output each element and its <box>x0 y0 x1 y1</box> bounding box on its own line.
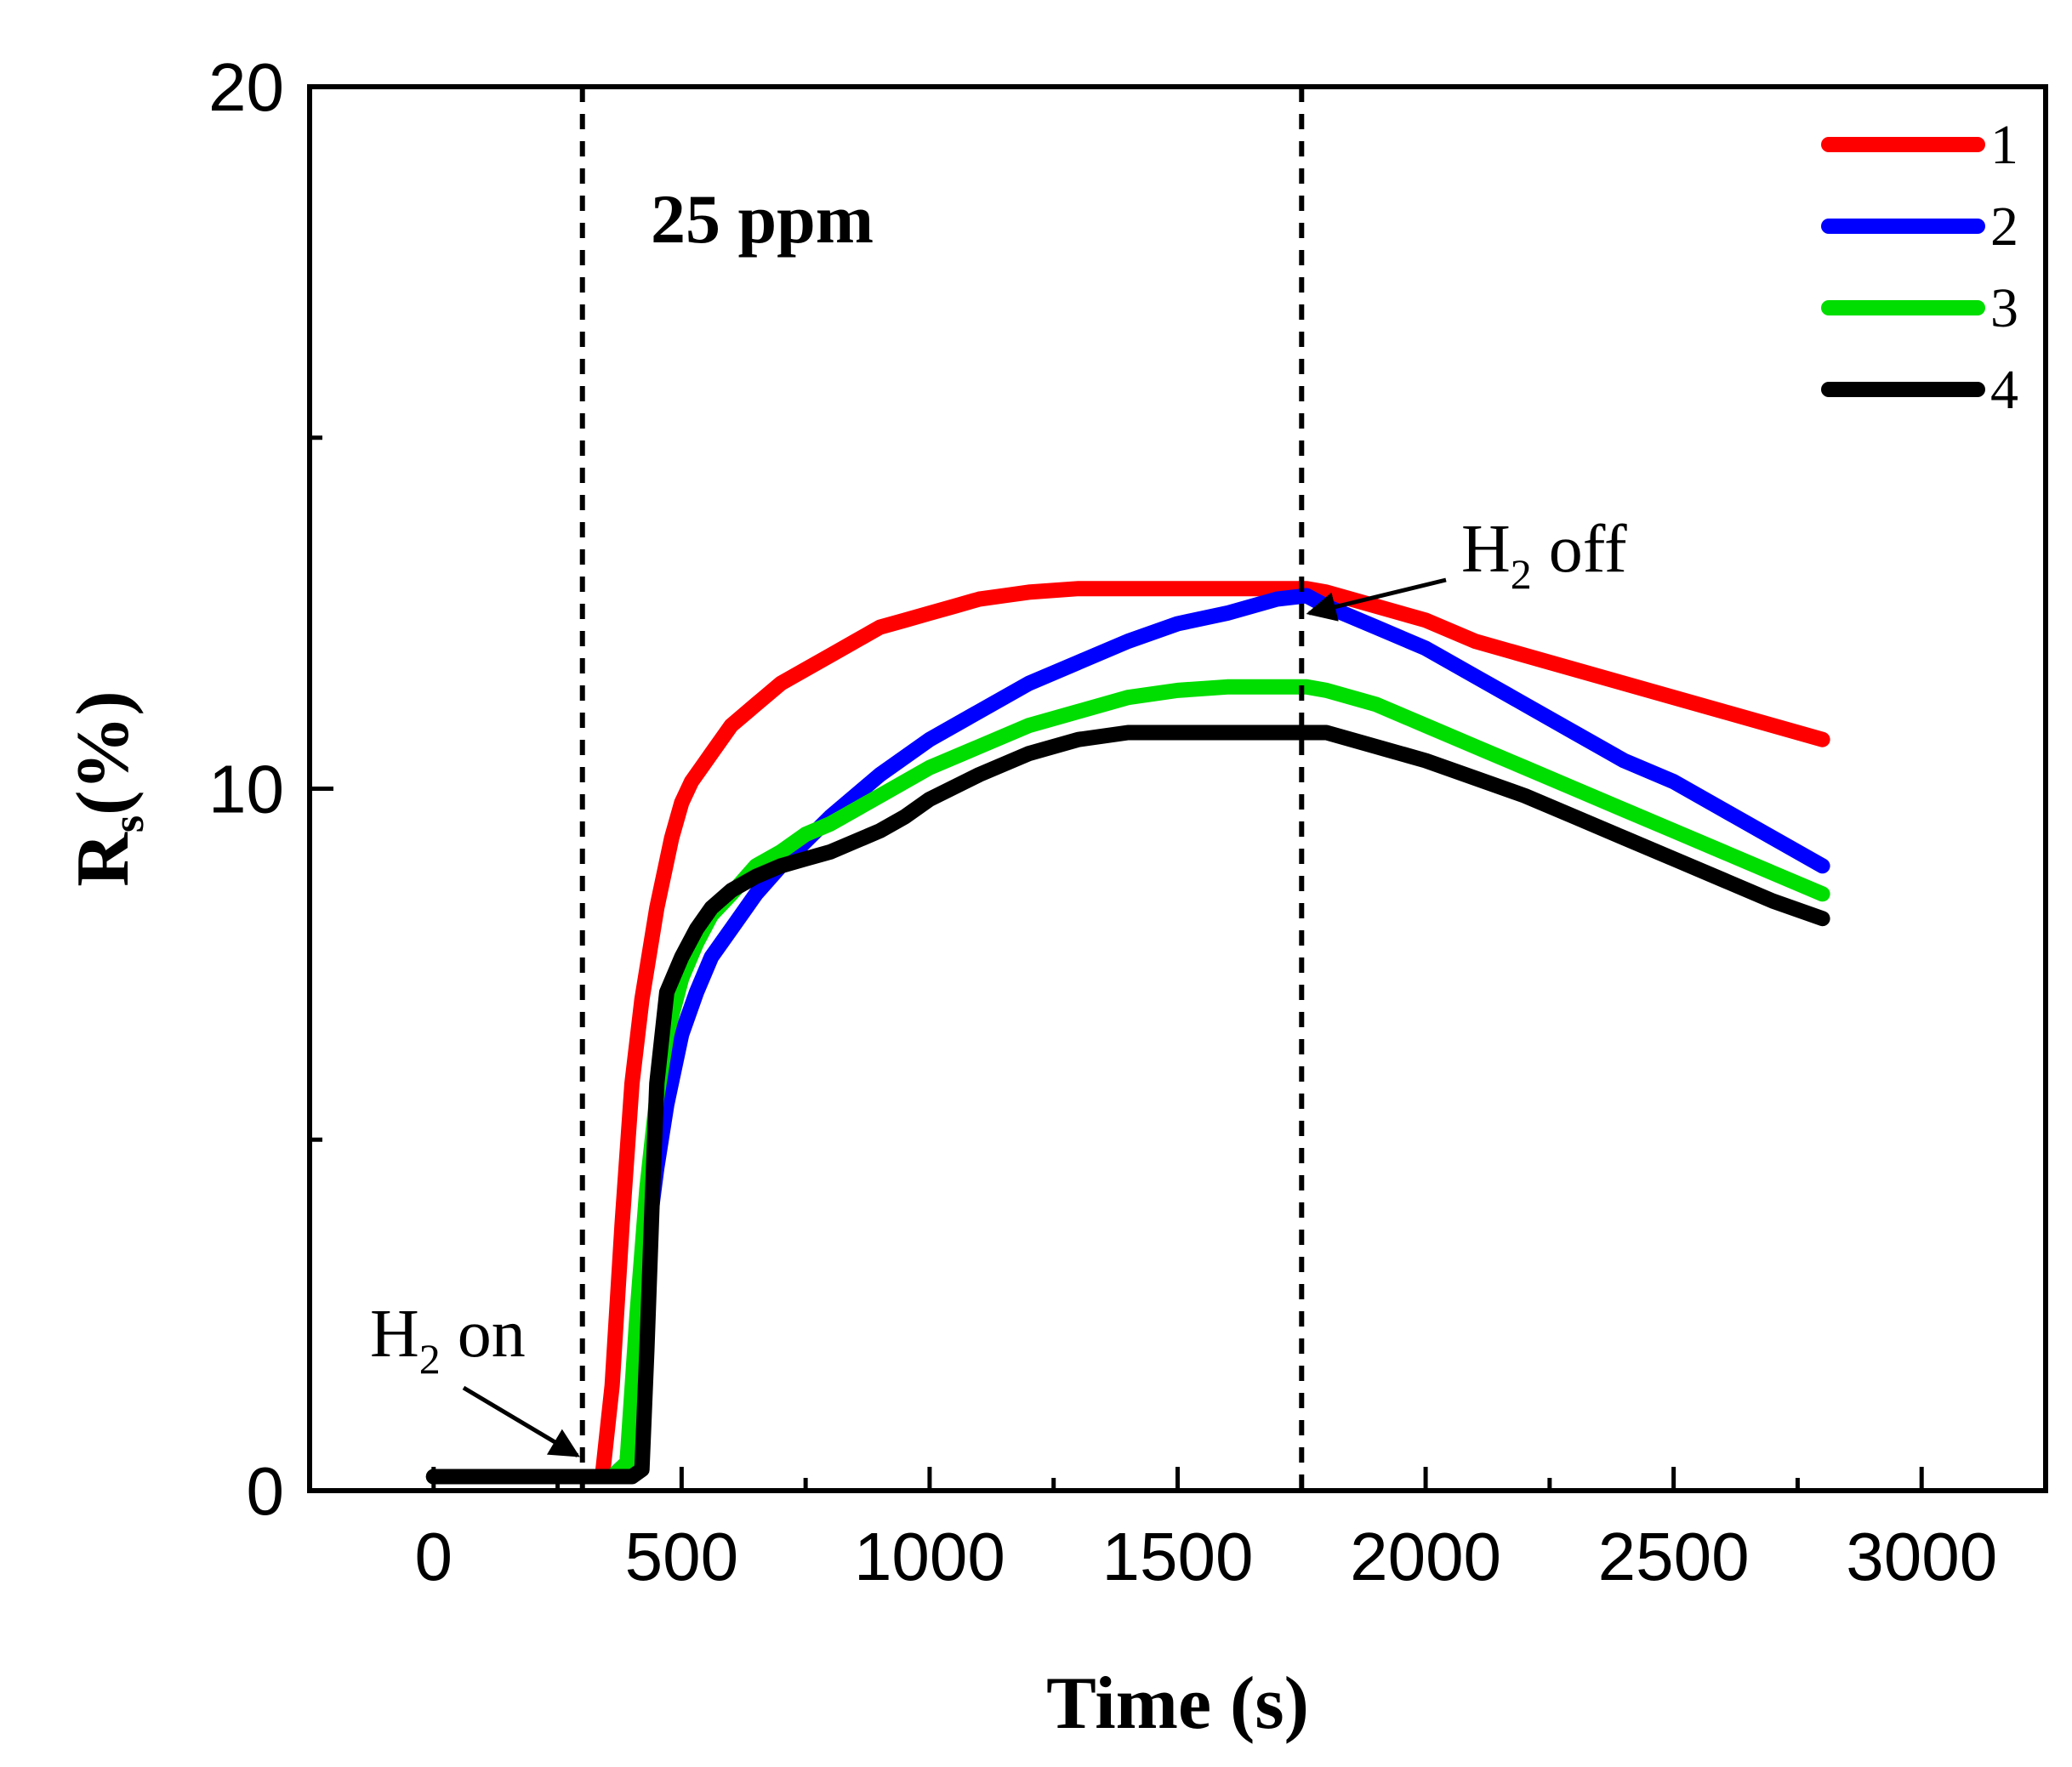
y-tick-label: 10 <box>208 752 284 827</box>
x-tick-label: 500 <box>625 1519 738 1594</box>
x-tick-label: 1500 <box>1102 1519 1254 1594</box>
series-4-line <box>425 724 1830 1485</box>
annotation-subscript: 2 <box>419 1335 441 1383</box>
annotation-h2-on: H2 on <box>370 1297 526 1383</box>
legend-label-1: 1 <box>1990 114 2018 176</box>
y-tick-label: 20 <box>208 49 284 125</box>
legend-label-4: 4 <box>1990 359 2018 421</box>
y-axis-title-main: R <box>62 832 145 887</box>
y-axis-title-subscript: s <box>105 815 153 832</box>
annotation-arrow-on <box>462 1385 580 1457</box>
series-1-line <box>425 581 1830 1485</box>
y-axis-title-unit: (%) <box>62 690 145 815</box>
annotation-tail: off <box>1532 512 1627 587</box>
annotation-arrow-off <box>1306 577 1447 622</box>
x-tick-label: 3000 <box>1846 1519 1997 1594</box>
x-tick-label: 2500 <box>1598 1519 1750 1594</box>
series-layer <box>425 581 1830 1485</box>
concentration-label: 25 ppm <box>651 180 874 258</box>
x-tick-label: 2000 <box>1350 1519 1501 1594</box>
x-tick-label: 1000 <box>854 1519 1005 1594</box>
annotation-tail: on <box>441 1297 526 1372</box>
annotation-h2-off: H2 off <box>1461 512 1627 598</box>
annotation-main: H <box>370 1297 419 1372</box>
x-tick-label: 0 <box>415 1519 453 1594</box>
legend: 1 2 3 4 <box>1821 114 2018 421</box>
x-axis-title: Time (s) <box>1046 1662 1309 1745</box>
legend-label-3: 3 <box>1990 277 2018 339</box>
axis-layer: 0 500 1000 1500 2000 2500 3000 0 10 20 <box>208 49 1997 1594</box>
y-axis-title: Rs(%) <box>62 690 153 886</box>
annotation-subscript: 2 <box>1511 550 1532 598</box>
y-tick-label: 0 <box>247 1453 285 1529</box>
annotation-main: H <box>1461 512 1511 587</box>
legend-label-2: 2 <box>1990 196 2018 258</box>
